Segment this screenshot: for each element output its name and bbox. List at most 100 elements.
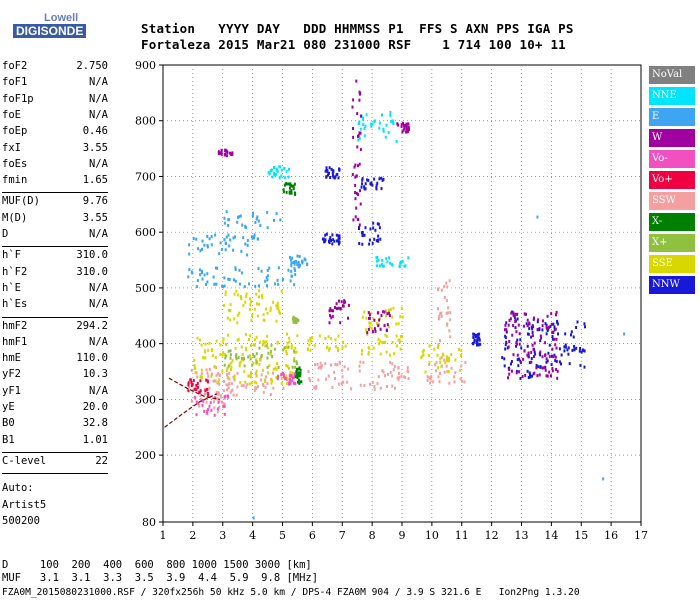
scatter-point bbox=[428, 376, 431, 380]
param-key: hmE bbox=[2, 352, 21, 365]
scatter-point bbox=[514, 326, 517, 330]
scatter-point bbox=[333, 370, 336, 374]
scatter-point bbox=[443, 358, 446, 362]
scatter-point bbox=[293, 359, 296, 363]
scatter-point bbox=[342, 380, 345, 384]
scatter-point bbox=[294, 192, 296, 195]
scatter-point bbox=[554, 355, 557, 359]
scatter-point bbox=[236, 321, 239, 325]
scatter-point bbox=[394, 386, 396, 390]
scatter-point bbox=[233, 374, 236, 378]
scatter-point bbox=[224, 342, 227, 346]
scatter-point bbox=[325, 166, 328, 170]
scatter-point bbox=[429, 377, 432, 381]
param-value: 0.46 bbox=[82, 125, 108, 138]
param-row: B1 1.01 bbox=[2, 434, 108, 448]
scatter-point bbox=[187, 275, 190, 279]
scatter-point bbox=[306, 348, 309, 352]
scatter-point bbox=[357, 164, 359, 168]
scatter-point bbox=[208, 368, 211, 371]
scatter-point bbox=[437, 343, 440, 347]
scatter-point bbox=[404, 376, 407, 379]
scatter-point bbox=[207, 392, 210, 395]
scatter-point bbox=[389, 113, 392, 117]
scatter-point bbox=[247, 374, 250, 378]
scatter-point bbox=[224, 394, 227, 398]
scatter-point bbox=[555, 310, 558, 314]
param-value: N/A bbox=[89, 384, 108, 397]
scatter-point bbox=[338, 240, 341, 244]
scatter-point bbox=[218, 405, 221, 409]
scatter-point bbox=[533, 371, 536, 375]
scatter-point bbox=[539, 353, 541, 357]
scatter-point bbox=[430, 374, 433, 378]
scatter-point bbox=[242, 304, 245, 307]
scatter-point bbox=[550, 322, 553, 326]
scatter-point bbox=[238, 364, 241, 368]
scatter-point bbox=[263, 379, 266, 383]
scatter-point bbox=[579, 347, 582, 350]
scatter-point bbox=[531, 374, 533, 378]
scatter-point bbox=[370, 326, 373, 330]
scatter-point bbox=[248, 308, 251, 312]
scatter-point bbox=[228, 278, 231, 281]
scatter-point bbox=[291, 379, 294, 383]
scatter-point bbox=[287, 345, 290, 349]
scatter-point bbox=[229, 353, 232, 357]
scatter-point bbox=[275, 376, 278, 379]
x-tick-label: 12 bbox=[485, 529, 499, 542]
scatter-point bbox=[236, 313, 239, 317]
scatter-point bbox=[443, 370, 446, 374]
scatter-point bbox=[292, 317, 295, 321]
scatter-point bbox=[478, 338, 481, 342]
scatter-point bbox=[535, 366, 538, 370]
scatter-point bbox=[358, 136, 361, 140]
scatter-point bbox=[530, 357, 533, 360]
scatter-point bbox=[533, 316, 535, 320]
scatter-point bbox=[258, 362, 261, 366]
scatter-point bbox=[367, 351, 370, 354]
scatter-point bbox=[296, 373, 299, 377]
scatter-point bbox=[365, 316, 368, 320]
scatter-point bbox=[380, 176, 383, 180]
param-value: N/A bbox=[89, 108, 108, 121]
scatter-point bbox=[396, 376, 399, 380]
scatter-point bbox=[521, 375, 524, 379]
scatter-point bbox=[388, 314, 391, 318]
scatter-point bbox=[215, 374, 218, 378]
scatter-point bbox=[448, 359, 451, 363]
scatter-point bbox=[332, 169, 335, 173]
scatter-point bbox=[276, 278, 279, 282]
x-tick-label: 16 bbox=[604, 529, 618, 542]
scatter-point bbox=[288, 382, 290, 386]
scatter-point bbox=[386, 323, 389, 327]
scatter-point bbox=[280, 376, 283, 380]
artist-label: Artist5 bbox=[2, 499, 47, 511]
scatter-point bbox=[338, 299, 340, 303]
scatter-point bbox=[225, 154, 228, 158]
param-key: h`F bbox=[2, 249, 21, 262]
scatter-point bbox=[248, 338, 250, 342]
scatter-point bbox=[188, 243, 191, 247]
scatter-point bbox=[285, 182, 288, 186]
scatter-point bbox=[313, 385, 316, 389]
scatter-point bbox=[190, 368, 193, 372]
scatter-point bbox=[583, 322, 586, 326]
scatter-point bbox=[268, 364, 271, 368]
scatter-point bbox=[289, 182, 292, 186]
scatter-point bbox=[552, 355, 555, 359]
scatter-point bbox=[514, 320, 517, 323]
scatter-point bbox=[188, 252, 191, 256]
scatter-point bbox=[476, 338, 479, 342]
param-row: yF2 10.3 bbox=[2, 368, 108, 382]
scatter-point bbox=[266, 311, 269, 315]
scatter-point bbox=[206, 371, 209, 375]
scatter-point bbox=[400, 334, 402, 338]
scatter-point bbox=[235, 357, 238, 361]
param-key: h`Es bbox=[2, 298, 28, 311]
scatter-point bbox=[563, 345, 566, 349]
scatter-point bbox=[567, 352, 570, 356]
scatter-point bbox=[324, 169, 327, 173]
scatter-point bbox=[360, 114, 362, 118]
scatter-point bbox=[366, 178, 369, 182]
